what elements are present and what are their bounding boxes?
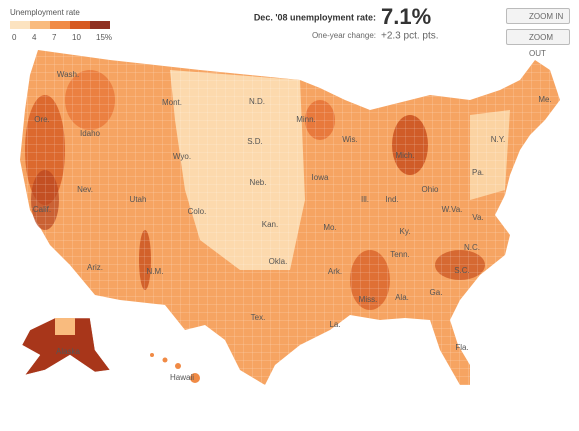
legend-tick: 15% [96,33,112,42]
state-label: Ore. [34,115,50,124]
state-label: Ark. [328,267,342,276]
state-label: W.Va. [442,205,463,214]
legend: 0 4 7 10 15% [10,21,112,42]
change-label: One-year change: [312,31,376,40]
state-label: S.D. [247,137,263,146]
legend-tick: 4 [32,33,37,42]
state-label: Mont. [162,98,182,107]
state-label: Hawaii [170,373,194,382]
state-labels: Wash. Mont. N.D. Minn. Ore. Idaho Wyo. S.D. Wis.… [33,70,552,382]
state-label: S.C. [454,266,470,275]
state-label: Colo. [188,207,207,216]
legend-swatch [50,21,70,29]
legend-tick: 0 [12,33,17,42]
state-label: Wash. [57,70,79,79]
state-label: Pa. [472,168,484,177]
state-label: Neb. [250,178,267,187]
state-label: N.Y. [491,135,506,144]
state-label: Fla. [455,343,468,352]
state-label: Minn. [296,115,316,124]
us-map [20,50,560,385]
zoom-out-button[interactable]: ZOOM OUT [506,29,570,58]
state-label: Wis. [342,135,358,144]
state-label: Mich. [395,151,414,160]
state-label: Mo. [323,223,336,232]
state-label: Wyo. [173,152,191,161]
legend-swatch [70,21,90,29]
state-label: N.C. [464,243,480,252]
state-label: Ohio [422,185,439,194]
state-label: La. [329,320,340,329]
state-label: Ala. [395,293,409,302]
state-label: Alaska [56,347,81,356]
state-label: Nev. [77,185,93,194]
state-label: Ill. [361,195,369,204]
legend-swatch [30,21,50,29]
state-label: Ind. [385,195,398,204]
state-label: Okla. [269,257,288,266]
state-label: Miss. [359,295,378,304]
state-label: Idaho [80,129,101,138]
legend-tick: 10 [72,33,81,42]
header-value: 7.1% [381,4,431,29]
state-label: N.M. [147,267,164,276]
legend-title: Unemployment rate [10,8,80,17]
state-label: Calif. [33,205,51,214]
header-label: Dec. '08 unemployment rate: [254,12,376,22]
legend-tick: 7 [52,33,57,42]
state-label: Iowa [312,173,329,182]
state-label: Ga. [430,288,443,297]
change-value: +2.3 pct. pts. [381,31,439,42]
state-label: Tenn. [390,250,410,259]
state-label: Ky. [400,227,411,236]
state-label: Tex. [251,313,266,322]
state-label: N.D. [249,97,265,106]
state-label: Kan. [262,220,278,229]
legend-swatch [90,21,110,29]
state-label: Me. [538,95,551,104]
state-label: Utah [130,195,147,204]
state-label: Ariz. [87,263,103,272]
state-label: Va. [472,213,483,222]
legend-swatch [10,21,30,29]
zoom-in-button[interactable]: ZOOM IN [506,8,570,24]
